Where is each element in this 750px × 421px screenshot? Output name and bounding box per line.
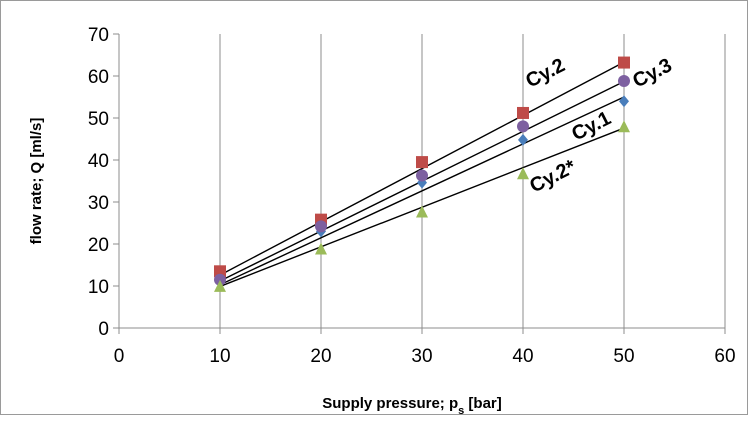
- y-tick-label-70: 70: [88, 25, 109, 46]
- y-tick-label-50: 50: [88, 109, 109, 130]
- point-cy-3-x40: [517, 120, 529, 133]
- y-axis-title: flow rate; Q [ml/s]: [28, 118, 45, 245]
- point-cy-2-x10: [214, 265, 226, 278]
- point-cy-2--x30: [416, 205, 428, 218]
- axes: [113, 33, 726, 334]
- series-label-cy-2: Cy.2: [522, 54, 568, 92]
- trendline-cy-1: [219, 96, 625, 286]
- x-axis-title-main: Supply pressure; p: [322, 395, 458, 412]
- point-cy-2--x50: [618, 120, 630, 133]
- x-axis-title-unit: [bar]: [464, 395, 502, 412]
- point-cy-2--x10: [214, 279, 226, 292]
- trendline-cy-2: [219, 61, 625, 276]
- point-cy-2-x50: [618, 56, 630, 69]
- data-points: [214, 56, 630, 292]
- point-cy-3-x50: [618, 75, 630, 88]
- point-cy-1-x40: [518, 133, 528, 146]
- point-cy-2--x20: [315, 242, 327, 255]
- point-cy-3-x20: [315, 220, 327, 233]
- point-cy-2-x30: [416, 156, 428, 169]
- point-cy-3-x30: [416, 169, 428, 182]
- y-tick-label-0: 0: [98, 319, 109, 340]
- y-tick-label-30: 30: [88, 193, 109, 214]
- series-label-cy-1: Cy.1: [568, 107, 614, 145]
- series-label-cy-3: Cy.3: [629, 54, 675, 92]
- x-tick-label-30: 30: [411, 346, 432, 367]
- tick-labels: 0 10 20 30 40 50 60 70 0 10 20 30 40 50 60: [88, 25, 736, 367]
- x-tick-label-10: 10: [209, 346, 230, 367]
- x-axis-title-subscript: s: [458, 405, 464, 416]
- y-tick-label-20: 20: [88, 235, 109, 256]
- y-tick-label-10: 10: [88, 277, 109, 298]
- x-tick-label-40: 40: [512, 346, 533, 367]
- y-tick-label-60: 60: [88, 67, 109, 88]
- x-axis-title: Supply pressure; ps [bar]: [322, 395, 502, 416]
- y-tick-label-40: 40: [88, 151, 109, 172]
- x-tick-label-60: 60: [714, 346, 735, 367]
- x-tick-label-50: 50: [613, 346, 634, 367]
- x-tick-label-0: 0: [114, 346, 125, 367]
- point-cy-2-x40: [517, 106, 529, 119]
- point-cy-2--x40: [517, 167, 529, 180]
- x-tick-label-20: 20: [310, 346, 331, 367]
- point-cy-3-x10: [214, 273, 226, 286]
- point-cy-1-x50: [619, 95, 629, 108]
- series-label-cy-2-: Cy.2*: [526, 156, 579, 198]
